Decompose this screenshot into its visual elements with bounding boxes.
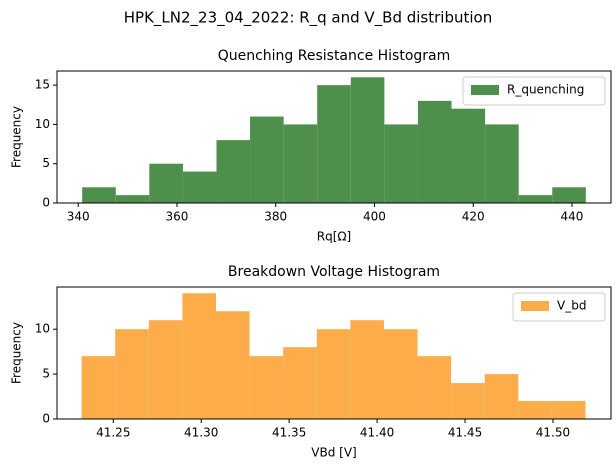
x-tick-label: 360 <box>166 210 189 224</box>
bar <box>350 320 384 419</box>
bar <box>149 163 183 203</box>
x-tick-label: 420 <box>462 210 485 224</box>
bar <box>316 329 351 419</box>
bar <box>350 77 385 203</box>
bar <box>283 124 318 203</box>
bar <box>82 187 116 203</box>
figure-title: HPK_LN2_23_04_2022: R_q and V_Bd distrib… <box>124 9 492 28</box>
bar <box>518 401 552 419</box>
bar <box>115 195 150 203</box>
bar <box>383 329 418 419</box>
x-tick-label: 440 <box>561 210 584 224</box>
x-tick-label: 41.40 <box>360 426 394 440</box>
x-tick-label: 41.25 <box>96 426 130 440</box>
y-axis-label: Frequency <box>10 106 24 168</box>
y-tick-label: 15 <box>35 78 50 92</box>
bar <box>484 374 519 419</box>
legend-swatch <box>521 301 549 311</box>
x-tick-label: 340 <box>67 210 90 224</box>
bar <box>81 356 116 419</box>
bar <box>518 195 553 203</box>
legend-label: R_quenching <box>507 83 584 97</box>
x-axis-label: VBd [V] <box>311 446 356 460</box>
axes-title: Quenching Resistance Histogram <box>218 48 451 64</box>
bar <box>182 171 217 203</box>
bar <box>384 124 418 203</box>
x-tick-label: 380 <box>264 210 287 224</box>
bar <box>551 401 586 419</box>
y-tick-label: 5 <box>42 156 50 170</box>
x-tick-label: 41.50 <box>536 426 570 440</box>
x-axis-label: Rq[Ω] <box>317 230 352 244</box>
bar <box>417 100 452 203</box>
bar <box>182 293 216 419</box>
bar <box>215 311 250 419</box>
legend-box <box>512 292 606 322</box>
x-tick-label: 41.30 <box>184 426 218 440</box>
bar <box>115 329 149 419</box>
bar <box>451 108 486 203</box>
bar <box>148 320 183 419</box>
y-tick-label: 10 <box>35 117 50 131</box>
y-tick-label: 0 <box>42 412 50 426</box>
x-tick-label: 41.45 <box>448 426 482 440</box>
bar <box>216 140 251 203</box>
axes-title: Breakdown Voltage Histogram <box>228 264 440 280</box>
bar <box>552 187 586 203</box>
x-tick-label: 400 <box>363 210 386 224</box>
bar <box>283 347 317 419</box>
bar <box>451 383 485 419</box>
legend-swatch <box>471 85 499 95</box>
legend-label: V_bd <box>557 299 586 313</box>
x-tick-label: 41.35 <box>272 426 306 440</box>
y-tick-label: 10 <box>35 322 50 336</box>
bar <box>485 124 519 203</box>
bar <box>250 116 284 203</box>
axes-frame <box>56 70 612 204</box>
y-tick-label: 0 <box>42 196 50 210</box>
bar <box>249 356 284 419</box>
y-axis-label: Frequency <box>10 322 24 384</box>
bar <box>317 85 351 203</box>
legend-box <box>462 76 606 106</box>
bar <box>417 356 452 419</box>
axes-frame <box>56 286 612 420</box>
y-tick-label: 5 <box>42 367 50 381</box>
